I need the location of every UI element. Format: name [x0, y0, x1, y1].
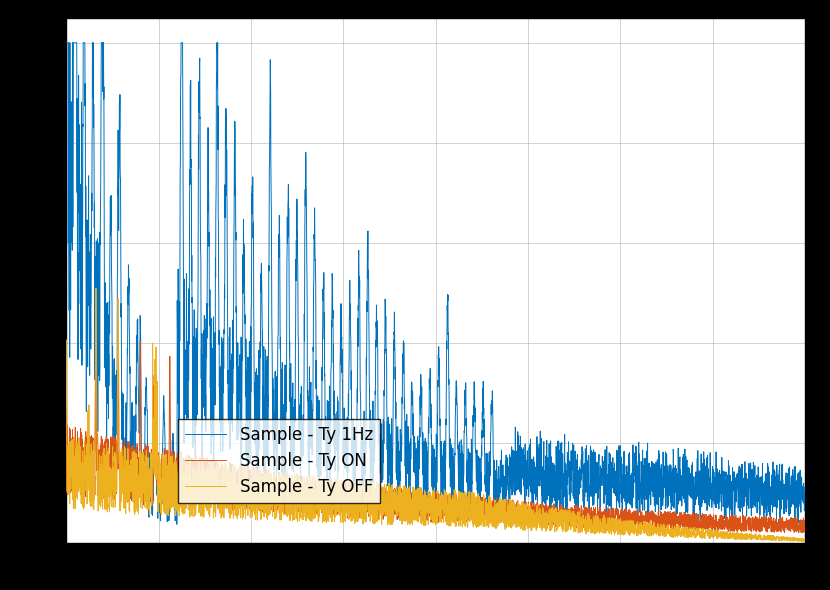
Sample - Ty ON: [372, 500, 382, 507]
Sample - Ty 1Hz: [793, 521, 803, 528]
Line: Sample - Ty 1Hz: Sample - Ty 1Hz: [66, 42, 805, 525]
Sample - Ty 1Hz: [740, 493, 750, 500]
Sample - Ty 1Hz: [372, 322, 382, 329]
Sample - Ty 1Hz: [413, 494, 422, 501]
Sample - Ty OFF: [372, 507, 382, 514]
Sample - Ty OFF: [413, 486, 422, 493]
Sample - Ty 1Hz: [61, 39, 71, 46]
Sample - Ty 1Hz: [800, 484, 810, 491]
Sample - Ty ON: [598, 517, 608, 524]
Legend: Sample - Ty 1Hz, Sample - Ty ON, Sample - Ty OFF: Sample - Ty 1Hz, Sample - Ty ON, Sample …: [178, 419, 380, 503]
Line: Sample - Ty ON: Sample - Ty ON: [66, 319, 805, 533]
Sample - Ty OFF: [800, 537, 810, 545]
Sample - Ty OFF: [798, 538, 808, 545]
Sample - Ty 1Hz: [598, 471, 608, 478]
Sample - Ty OFF: [740, 531, 750, 538]
Sample - Ty ON: [378, 485, 388, 492]
Line: Sample - Ty OFF: Sample - Ty OFF: [66, 289, 805, 542]
Sample - Ty OFF: [91, 285, 101, 292]
Sample - Ty 1Hz: [777, 461, 787, 468]
Sample - Ty ON: [778, 513, 788, 520]
Sample - Ty ON: [413, 501, 422, 508]
Sample - Ty ON: [797, 529, 807, 536]
Sample - Ty ON: [91, 316, 101, 323]
Sample - Ty OFF: [598, 530, 608, 537]
Sample - Ty ON: [61, 382, 71, 389]
Sample - Ty OFF: [778, 535, 788, 542]
Sample - Ty 1Hz: [378, 437, 388, 444]
Sample - Ty ON: [740, 513, 750, 520]
Sample - Ty ON: [800, 527, 810, 535]
Sample - Ty OFF: [378, 484, 388, 491]
Sample - Ty OFF: [61, 336, 71, 343]
